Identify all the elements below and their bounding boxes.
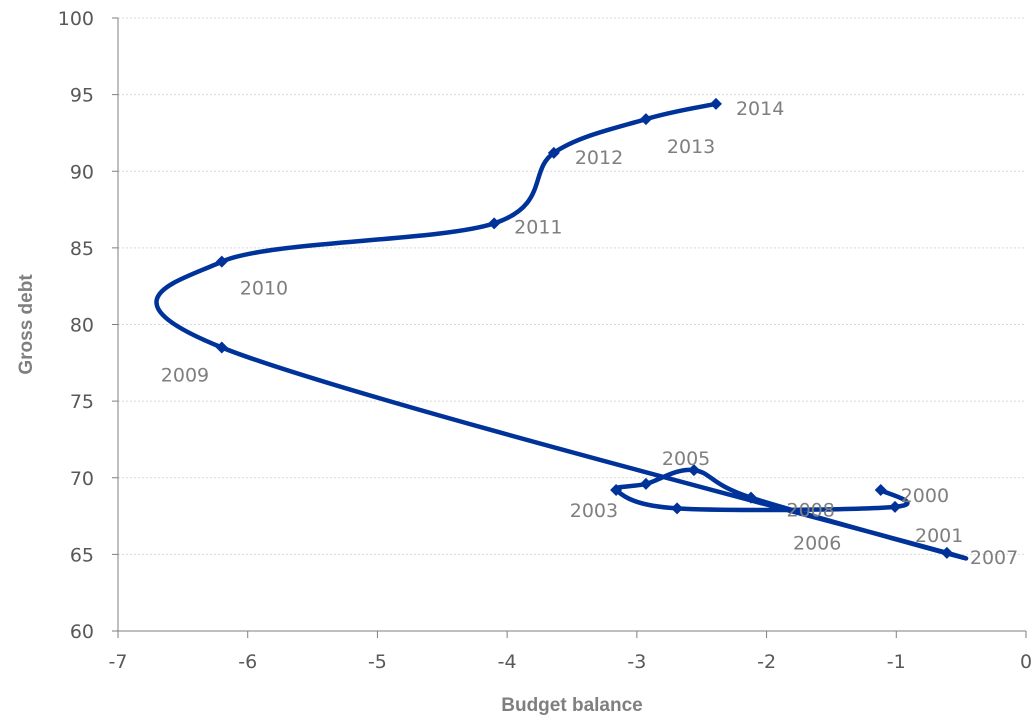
data-point-marker [874, 484, 887, 497]
point-label-2012: 2012 [575, 147, 623, 169]
y-tick-label: 80 [70, 315, 94, 337]
x-axis-title: Budget balance [501, 695, 642, 716]
point-label-2011: 2011 [514, 216, 562, 238]
data-point-marker [547, 146, 560, 159]
data-point-marker [745, 491, 758, 504]
data-point-marker [888, 500, 901, 513]
y-tick-label: 60 [70, 621, 94, 643]
data-point-marker [709, 97, 722, 110]
point-label-2009: 2009 [161, 364, 209, 386]
x-tick-label: -1 [887, 651, 906, 673]
x-tick-label: -2 [757, 651, 776, 673]
data-point-marker [215, 255, 228, 268]
point-label-2000: 2000 [901, 485, 949, 507]
point-label-2003: 2003 [570, 500, 618, 522]
data-point-marker [488, 217, 501, 230]
point-label-2013: 2013 [667, 136, 715, 158]
data-point-marker [671, 502, 684, 515]
y-tick-label: 75 [70, 391, 94, 413]
y-tick-label: 85 [70, 238, 94, 260]
x-tick-label: -7 [109, 651, 128, 673]
data-point-marker [610, 484, 623, 497]
y-tick-label: 70 [70, 468, 94, 490]
point-label-2005: 2005 [662, 448, 710, 470]
x-tick-label: -6 [238, 651, 257, 673]
data-point-marker [215, 341, 228, 354]
data-point-marker [639, 113, 652, 126]
x-tick-label: 0 [1020, 651, 1032, 673]
data-point-marker [940, 546, 953, 559]
y-tick-label: 90 [70, 161, 94, 183]
point-label-2008: 2008 [786, 499, 834, 521]
y-tick-label: 100 [58, 8, 94, 30]
y-tick-label: 95 [70, 85, 94, 107]
y-axis-title: Gross debt [16, 274, 37, 375]
series-line-group [154, 101, 969, 561]
point-label-2014: 2014 [736, 98, 784, 120]
data-points [215, 97, 953, 559]
x-tick-label: -5 [368, 651, 387, 673]
series-line [154, 101, 969, 561]
x-tick-label: -4 [498, 651, 517, 673]
data-point-marker [639, 477, 652, 490]
gridlines [118, 17, 1026, 555]
y-tick-label: 65 [70, 544, 94, 566]
x-tick-label: -3 [627, 651, 646, 673]
point-label-2007: 2007 [970, 547, 1018, 569]
point-label-2001: 2001 [915, 525, 963, 547]
point-labels: 2000 2001 2003 2005 2006 2007 2008 2009 2010 2011… [161, 98, 1018, 569]
point-label-2010: 2010 [240, 278, 288, 300]
point-label-2006: 2006 [793, 533, 841, 555]
axes: 60 65 70 75 80 85 90 95 100 -7 -6 -5 -4 -3 -2 -1 0 [58, 8, 1032, 673]
data-point-marker [687, 464, 700, 477]
